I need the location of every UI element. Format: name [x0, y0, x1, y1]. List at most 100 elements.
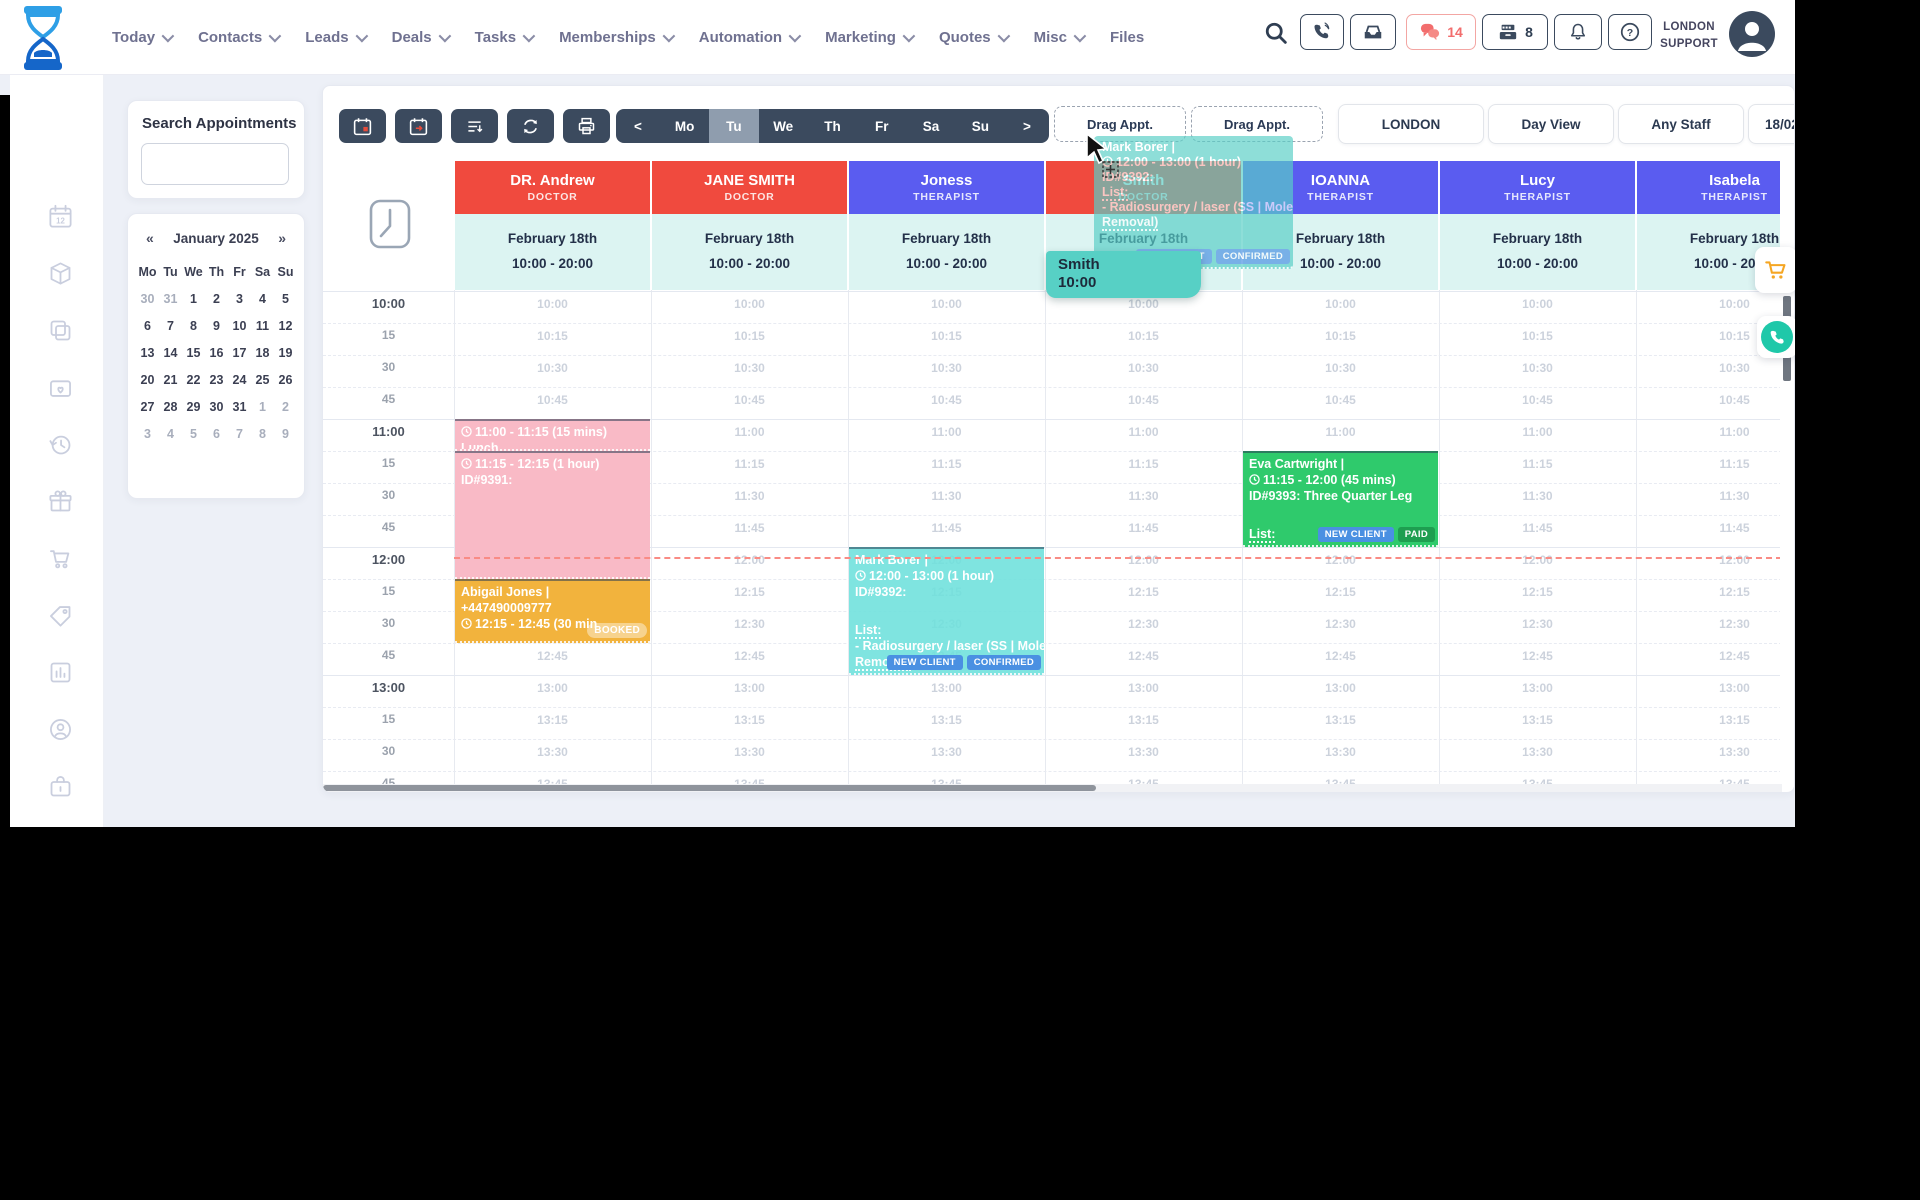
mini-calendar-day[interactable]: 18 [255, 345, 270, 360]
mini-calendar-day[interactable]: 24 [232, 372, 247, 387]
mini-calendar-day[interactable]: 5 [282, 291, 289, 306]
mini-calendar-day[interactable]: 20 [140, 372, 155, 387]
mini-calendar-day[interactable]: 7 [167, 318, 174, 333]
search-icon[interactable] [1262, 19, 1290, 47]
mini-calendar-day[interactable]: 26 [278, 372, 293, 387]
mini-calendar-day[interactable]: 2 [282, 399, 289, 414]
appointment-appt-9391[interactable]: 11:15 - 12:15 (1 hour) ID#9391: [455, 451, 650, 579]
mini-calendar-day[interactable]: 1 [259, 399, 266, 414]
mini-calendar-prev[interactable]: « [146, 230, 154, 246]
mini-calendar-day[interactable]: 31 [232, 399, 247, 414]
package-icon[interactable] [47, 260, 74, 287]
calendar-add-button[interactable] [339, 109, 386, 143]
nav-item-automation[interactable]: Automation [699, 29, 802, 46]
mini-calendar-day[interactable]: 4 [167, 426, 174, 441]
mini-calendar-day[interactable]: 13 [140, 345, 155, 360]
pos-button[interactable]: 8 [1482, 14, 1548, 50]
call-widget-button[interactable] [1757, 316, 1795, 358]
gift-icon[interactable] [47, 488, 74, 515]
notifications-button[interactable] [1554, 14, 1602, 50]
mini-calendar-day[interactable]: 1 [190, 291, 197, 306]
weekday-fr[interactable]: Fr [875, 118, 889, 134]
calendar-send-button[interactable] [395, 109, 442, 143]
mini-calendar-day[interactable]: 3 [236, 291, 243, 306]
mini-calendar-day[interactable]: 31 [163, 291, 178, 306]
chat-button[interactable]: 14 [1406, 14, 1476, 50]
location-select[interactable]: LONDON [1338, 104, 1484, 144]
mini-calendar-day[interactable]: 15 [186, 345, 201, 360]
staff-column-header-3[interactable]: Joness THERAPIST [849, 161, 1044, 214]
appointment-appt-9392-mark-borer[interactable]: Mark Borer | 12:00 - 13:00 (1 hour) ID#939… [849, 547, 1044, 675]
weekday-tu[interactable]: Tu [709, 109, 759, 143]
horizontal-scrollbar-thumb[interactable] [323, 785, 1096, 791]
calendar-date-icon[interactable]: 12 [47, 203, 74, 230]
mini-calendar-day[interactable]: 25 [255, 372, 270, 387]
voucher-icon[interactable] [47, 374, 74, 401]
case-icon[interactable] [47, 773, 74, 800]
nav-item-deals[interactable]: Deals [392, 29, 451, 46]
staff-select[interactable]: Any Staff [1618, 104, 1744, 144]
search-appointments-input[interactable] [141, 143, 289, 185]
mini-calendar-day[interactable]: 30 [209, 399, 224, 414]
mini-calendar-day[interactable]: 28 [163, 399, 178, 414]
mini-calendar-day[interactable]: 30 [140, 291, 155, 306]
mini-calendar-day[interactable]: 16 [209, 345, 224, 360]
mini-calendar-day[interactable]: 11 [255, 318, 270, 333]
refresh-button[interactable] [507, 109, 554, 143]
mini-calendar-day[interactable]: 29 [186, 399, 201, 414]
mini-calendar-day[interactable]: 27 [140, 399, 155, 414]
mini-calendar-next[interactable]: » [278, 230, 286, 246]
app-logo-hourglass-icon[interactable] [20, 6, 66, 70]
mini-calendar-day[interactable]: 8 [259, 426, 266, 441]
nav-item-marketing[interactable]: Marketing [825, 29, 916, 46]
mini-calendar-day[interactable]: 9 [282, 426, 289, 441]
weekday-su[interactable]: Su [971, 118, 989, 134]
history-icon[interactable] [47, 431, 74, 458]
staff-column-header-2[interactable]: JANE SMITH DOCTOR [652, 161, 847, 214]
weekday-next-button[interactable]: > [1023, 118, 1031, 134]
report-icon[interactable] [47, 659, 74, 686]
appointment-appt-abigail-jones[interactable]: Abigail Jones | +447490009777 12:15 - 12:4… [455, 579, 650, 643]
nav-item-today[interactable]: Today [112, 29, 175, 46]
date-select[interactable]: 18/02 [1748, 104, 1794, 144]
support-agent-icon[interactable] [47, 716, 74, 743]
staff-column-header-1[interactable]: DR. Andrew DOCTOR [455, 161, 650, 214]
print-button[interactable] [563, 109, 610, 143]
weekday-prev-button[interactable]: < [634, 118, 642, 134]
duplicate-icon[interactable] [47, 317, 74, 344]
mini-calendar-day[interactable]: 17 [232, 345, 247, 360]
appointment-lunch-break[interactable]: 11:00 - 11:15 (15 mins) Lunch [455, 419, 650, 451]
waitlist-button[interactable] [451, 109, 498, 143]
mini-calendar-day[interactable]: 10 [232, 318, 247, 333]
mini-calendar-day[interactable]: 22 [186, 372, 201, 387]
weekday-sa[interactable]: Sa [922, 118, 940, 134]
nav-item-files[interactable]: Files [1110, 29, 1144, 46]
nav-item-tasks[interactable]: Tasks [475, 29, 536, 46]
nav-item-misc[interactable]: Misc [1034, 29, 1087, 46]
nav-item-contacts[interactable]: Contacts [198, 29, 282, 46]
help-button[interactable]: ? [1608, 14, 1652, 50]
user-avatar[interactable] [1729, 11, 1775, 57]
mini-calendar-day[interactable]: 23 [209, 372, 224, 387]
mini-calendar-day[interactable]: 9 [213, 318, 220, 333]
weekday-th[interactable]: Th [824, 118, 841, 134]
nav-item-leads[interactable]: Leads [305, 29, 368, 46]
cart-icon[interactable] [47, 545, 74, 572]
mini-calendar-day[interactable]: 12 [278, 318, 293, 333]
mini-calendar-day[interactable]: 6 [144, 318, 151, 333]
phone-button[interactable] [1300, 14, 1344, 50]
nav-item-quotes[interactable]: Quotes [939, 29, 1010, 46]
appointment-appt-9393-eva-cartwright[interactable]: Eva Cartwright | 11:15 - 12:00 (45 mins) I… [1243, 451, 1438, 547]
tag-icon[interactable] [47, 602, 74, 629]
mini-calendar-day[interactable]: 19 [278, 345, 293, 360]
staff-column-header-7[interactable]: Isabela THERAPIST [1637, 161, 1794, 214]
mini-calendar-day[interactable]: 6 [213, 426, 220, 441]
mini-calendar-day[interactable]: 3 [144, 426, 151, 441]
mini-calendar-day[interactable]: 2 [213, 291, 220, 306]
weekday-mo[interactable]: Mo [674, 118, 695, 134]
inbox-button[interactable] [1350, 14, 1396, 50]
mini-calendar-day[interactable]: 8 [190, 318, 197, 333]
mini-calendar-day[interactable]: 21 [163, 372, 178, 387]
mini-calendar-day[interactable]: 4 [259, 291, 266, 306]
weekday-we[interactable]: We [773, 118, 794, 134]
